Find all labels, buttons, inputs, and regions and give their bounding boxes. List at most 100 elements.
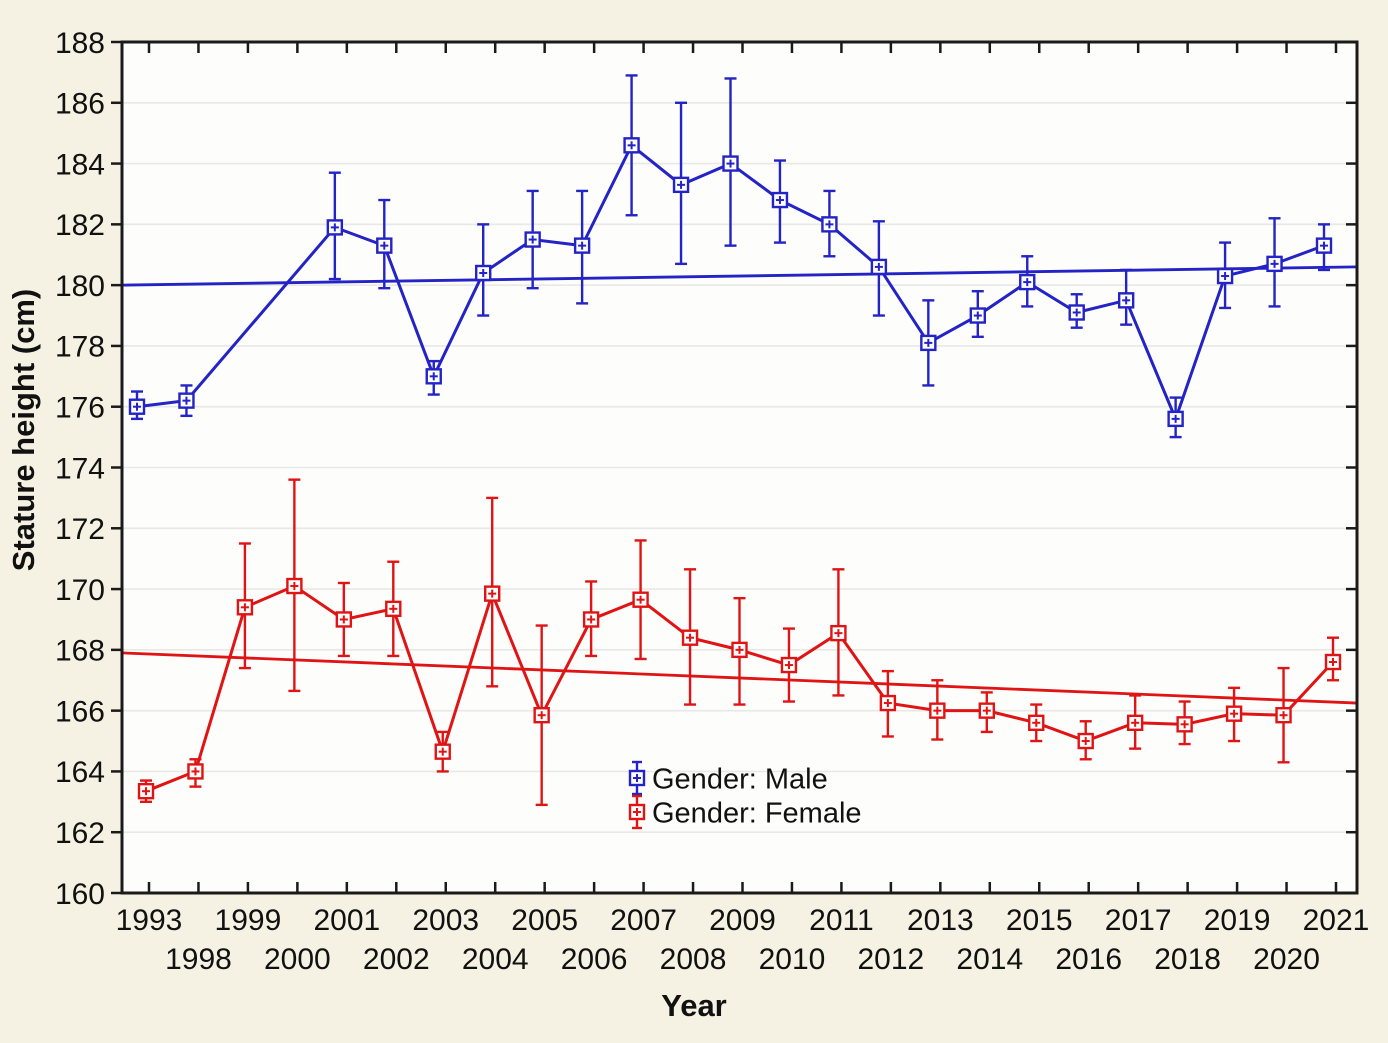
x-tick-label: 1999 <box>215 904 282 937</box>
data-point-marker <box>1315 237 1333 254</box>
x-axis: 1993 1998 1999 2000 2001 2002 2003 2004 2005 2006… <box>116 42 1370 976</box>
male-trend-line <box>121 265 1358 287</box>
data-point-marker <box>1275 707 1292 724</box>
x-tick-label: 2010 <box>759 943 826 976</box>
gridlines <box>122 101 1357 834</box>
data-point-marker <box>326 219 344 236</box>
y-tick-label: 178 <box>55 331 105 364</box>
x-tick-label: 2004 <box>462 943 529 976</box>
x-tick-label: 2012 <box>858 943 925 976</box>
x-tick-label: 2014 <box>956 943 1023 976</box>
data-point-marker <box>236 599 254 616</box>
x-tick-label: 2006 <box>561 943 628 976</box>
x-tick-label: 2011 <box>809 904 874 937</box>
y-tick-label: 188 <box>55 27 105 60</box>
data-point-marker <box>376 237 393 254</box>
data-point-marker <box>632 591 649 608</box>
data-point-marker <box>672 176 690 194</box>
data-point-marker <box>1167 410 1184 428</box>
legend-item-female: Gender: Female <box>628 794 862 829</box>
y-tick-label: 166 <box>55 695 105 728</box>
y-tick-label: 172 <box>55 513 105 546</box>
x-tick-label: 2017 <box>1105 904 1172 937</box>
data-point-marker <box>582 611 600 628</box>
y-tick-label: 182 <box>55 209 105 242</box>
data-point-marker <box>128 398 146 415</box>
data-point-marker <box>178 392 195 409</box>
legend-label: Gender: Male <box>652 763 828 795</box>
data-point-marker <box>1266 255 1283 273</box>
data-point-marker <box>524 231 541 248</box>
x-tick-label: 2021 <box>1303 904 1370 937</box>
data-point-marker <box>1126 714 1144 731</box>
data-point-marker <box>920 334 937 352</box>
data-point-marker <box>475 264 492 282</box>
y-tick-label: 162 <box>55 817 105 850</box>
data-point-marker <box>425 368 442 385</box>
x-axis-title: Year <box>661 988 727 1023</box>
data-point-marker <box>623 137 640 154</box>
data-point-marker <box>771 191 789 209</box>
data-point-marker <box>1077 732 1094 750</box>
data-point-marker <box>1068 304 1085 321</box>
x-tick-label: 2016 <box>1055 943 1122 976</box>
data-point-marker <box>533 707 550 724</box>
data-point-marker <box>434 743 451 760</box>
x-tick-label: 2013 <box>907 904 974 937</box>
data-point-marker <box>969 307 986 324</box>
data-point-marker <box>830 624 847 642</box>
x-tick-label: 2001 <box>313 904 380 937</box>
data-point-marker <box>1324 653 1342 671</box>
y-tick-label: 164 <box>55 756 105 789</box>
x-tick-label: 1998 <box>165 943 232 976</box>
x-tick-label: 2019 <box>1204 904 1271 937</box>
y-axis-title: Stature height (cm) <box>6 289 41 571</box>
data-point-marker <box>870 258 888 276</box>
x-tick-label: 2007 <box>610 904 677 937</box>
data-point-marker <box>335 611 353 628</box>
data-point-marker <box>780 656 798 674</box>
y-tick-label: 170 <box>55 574 105 607</box>
x-tick-label: 2009 <box>709 904 776 937</box>
y-tick-label: 168 <box>55 635 105 668</box>
y-tick-label: 176 <box>55 392 105 425</box>
data-point-marker <box>929 702 946 719</box>
female-series <box>137 478 1342 807</box>
x-tick-label: 2015 <box>1006 904 1073 937</box>
data-point-marker <box>286 577 303 595</box>
y-tick-label: 184 <box>55 148 105 181</box>
x-tick-label: 2018 <box>1154 943 1221 976</box>
y-tick-label: 186 <box>55 88 105 121</box>
data-point-marker <box>573 237 591 254</box>
data-point-marker <box>722 155 739 172</box>
y-tick-label: 160 <box>55 878 105 911</box>
data-point-marker <box>187 763 204 780</box>
data-point-marker <box>484 585 501 602</box>
data-point-marker <box>1225 705 1243 722</box>
data-point-marker <box>1176 716 1193 733</box>
data-point-marker <box>1019 273 1036 291</box>
male-series <box>128 74 1333 439</box>
data-point-marker <box>879 694 897 712</box>
x-tick-label: 2005 <box>511 904 578 937</box>
x-tick-label: 2000 <box>264 943 331 976</box>
y-tick-label: 174 <box>55 452 105 485</box>
data-point-marker <box>385 600 402 618</box>
x-tick-label: 2002 <box>363 943 430 976</box>
data-point-marker <box>978 702 995 719</box>
x-tick-label: 2020 <box>1253 943 1320 976</box>
x-tick-label: 2003 <box>412 904 479 937</box>
data-point-marker <box>1117 292 1135 309</box>
data-point-marker <box>681 629 699 646</box>
data-point-marker <box>821 216 838 233</box>
y-axis: 160 162 164 166 168 170 172 174 176 178 180 182 184 1… <box>55 27 1357 911</box>
legend-item-male: Gender: Male <box>628 760 828 795</box>
data-point-marker <box>137 782 155 800</box>
x-tick-label: 1993 <box>116 904 183 937</box>
data-point-marker <box>731 641 748 659</box>
data-point-marker <box>1216 267 1234 285</box>
data-point-marker <box>1028 714 1045 731</box>
